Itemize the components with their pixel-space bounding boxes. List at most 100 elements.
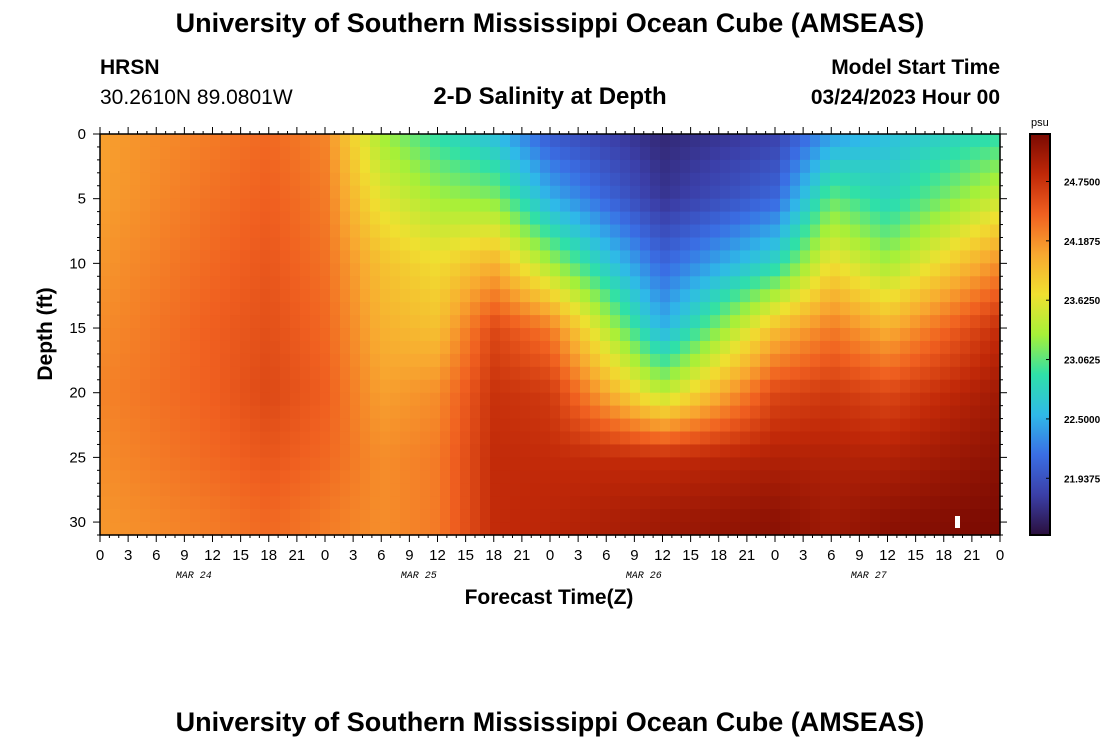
heatmap-cell [770, 405, 781, 420]
heatmap-cell [120, 198, 131, 213]
heatmap-cell [780, 211, 791, 226]
heatmap-cell [110, 302, 121, 316]
heatmap-cell [100, 185, 111, 200]
heatmap-cell [150, 470, 161, 484]
heatmap-cell [160, 392, 171, 407]
heatmap-cell [600, 353, 611, 368]
heatmap-cell [520, 470, 531, 484]
heatmap-cell [420, 302, 431, 316]
heatmap-cell [760, 379, 771, 394]
heatmap-cell [360, 134, 371, 148]
heatmap-cell [560, 366, 571, 381]
x-tick-label: 9 [630, 547, 638, 564]
heatmap-cell [780, 496, 791, 510]
heatmap-cell [320, 405, 331, 420]
heatmap-cell [540, 172, 551, 187]
heatmap-cell [850, 522, 861, 536]
heatmap-cell [510, 250, 521, 264]
heatmap-cell [380, 522, 391, 536]
heatmap-cell [840, 483, 851, 497]
heatmap-cell [690, 509, 701, 523]
heatmap-cell [700, 172, 711, 187]
heatmap-cell [860, 522, 871, 536]
heatmap-cell [550, 237, 561, 252]
heatmap-cell [230, 302, 241, 316]
heatmap-cell [320, 509, 331, 523]
heatmap-cell [860, 146, 871, 161]
heatmap-cell [770, 457, 781, 471]
x-tick-label: 18 [935, 547, 952, 564]
heatmap-cell [420, 405, 431, 420]
heatmap-cell [870, 353, 881, 368]
heatmap-cell [520, 185, 531, 200]
heatmap-cell [830, 509, 841, 523]
heatmap-cell [700, 289, 711, 303]
heatmap-cell [970, 470, 981, 484]
heatmap-cell [730, 315, 741, 329]
heatmap-cell [210, 392, 221, 407]
heatmap-cell [330, 470, 341, 484]
heatmap-cell [270, 315, 281, 329]
heatmap-cell [410, 483, 421, 497]
heatmap-cell [790, 250, 801, 264]
heatmap-cell [400, 405, 411, 420]
heatmap-cell [260, 418, 271, 433]
heatmap-cell [190, 340, 201, 355]
heatmap-cell [370, 392, 381, 407]
heatmap-cell [110, 263, 121, 277]
heatmap-cell [720, 470, 731, 484]
heatmap-cell [740, 366, 751, 381]
heatmap-cell [180, 172, 191, 187]
heatmap-cell [250, 276, 261, 290]
x-tick-label: 12 [204, 547, 221, 564]
heatmap-cell [440, 224, 451, 239]
heatmap-cell [720, 328, 731, 342]
heatmap-cell [530, 496, 541, 510]
heatmap-cell [450, 431, 461, 446]
heatmap-cell [510, 470, 521, 484]
heatmap-cell [900, 159, 911, 174]
heatmap-cell [550, 470, 561, 484]
heatmap-cell [630, 302, 641, 316]
heatmap-cell [870, 159, 881, 174]
heatmap-cell [840, 263, 851, 277]
heatmap-cell [940, 263, 951, 277]
heatmap-cell [310, 353, 321, 368]
heatmap-cell [330, 496, 341, 510]
heatmap-cell [350, 431, 361, 446]
heatmap-cell [300, 418, 311, 433]
heatmap-cell [100, 522, 111, 536]
x-tick-label: 21 [289, 547, 306, 564]
heatmap-cell [280, 483, 291, 497]
heatmap-cell [880, 522, 891, 536]
heatmap-cell [820, 328, 831, 342]
heatmap-cell [210, 315, 221, 329]
heatmap-cell [380, 340, 391, 355]
heatmap-cell [330, 263, 341, 277]
y-tick-label: 20 [69, 385, 86, 402]
heatmap-cell [490, 185, 501, 200]
heatmap-cell [660, 522, 671, 536]
heatmap-cell [660, 418, 671, 433]
heatmap-cell [950, 379, 961, 394]
heatmap-cell [710, 470, 721, 484]
heatmap-cell [930, 224, 941, 239]
heatmap-cell [630, 159, 641, 174]
heatmap-cell [780, 457, 791, 471]
heatmap-cell [670, 250, 681, 264]
heatmap-cell [500, 198, 511, 213]
heatmap-cell [880, 250, 891, 264]
heatmap-cell [530, 198, 541, 213]
heatmap-cell [440, 470, 451, 484]
heatmap-cell [280, 522, 291, 536]
heatmap-cell [720, 483, 731, 497]
heatmap-cell [630, 405, 641, 420]
heatmap-cell [480, 379, 491, 394]
heatmap-cell [970, 250, 981, 264]
heatmap-cell [620, 315, 631, 329]
heatmap-cell [930, 276, 941, 290]
heatmap-cell [130, 146, 141, 161]
heatmap-cell [240, 289, 251, 303]
heatmap-cell [530, 146, 541, 161]
heatmap-cell [680, 470, 691, 484]
